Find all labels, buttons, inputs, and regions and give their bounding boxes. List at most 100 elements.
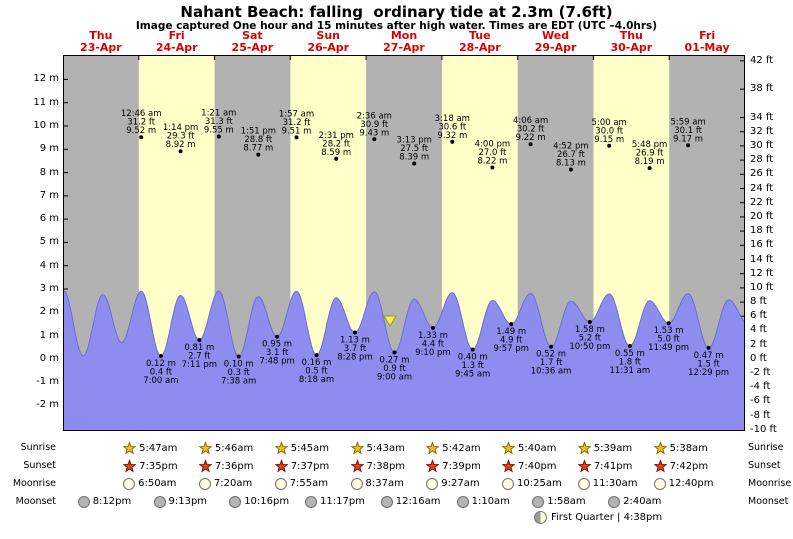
sunset-label-left: Sunset — [23, 460, 56, 471]
y-axis-label-right: 0 ft — [750, 352, 767, 364]
high-tide-annotation: 2:31 pm 28.2 ft 8.59 m — [318, 131, 353, 158]
moonrise-entry: 11:30am — [577, 477, 638, 490]
y-axis-label-right: -6 ft — [750, 395, 771, 407]
day-header: Fri 01-May — [684, 29, 730, 54]
sunrise-time: 5:46am — [214, 442, 254, 454]
sunset-entry: 7:37pm — [274, 459, 329, 473]
low-tide-dot — [158, 354, 163, 358]
high-tide-dot — [450, 139, 455, 144]
sunrise-label-right: Sunrise — [748, 442, 784, 453]
y-axis-label-left: -1 m — [36, 376, 59, 388]
sunrise-star-icon — [123, 441, 137, 455]
sunrise-time: 5:42am — [442, 442, 481, 454]
moonset-time: 9:13pm — [168, 496, 208, 507]
low-tide-annotation: 1.33 m 4.4 ft 9:10 pm — [415, 331, 450, 358]
low-tide-annotation: 1.58 m 5.2 ft 10:50 pm — [569, 325, 610, 352]
chart-border — [63, 55, 745, 431]
y-axis-label-left: 8 m — [39, 166, 59, 178]
moonset-time: 10:16pm — [244, 496, 290, 507]
moonrise-icon — [198, 477, 211, 490]
low-tide-annotation: 0.52 m 1.7 ft 10:36 am — [531, 350, 572, 377]
y-axis-label-left: 5 m — [39, 236, 59, 248]
moonset-time: 1:10am — [471, 496, 510, 507]
moonset-time: 11:17pm — [320, 496, 365, 507]
day-header: Wed 29-Apr — [534, 29, 577, 54]
high-tide-annotation: 3:13 pm 27.5 ft 8.39 m — [396, 136, 431, 163]
sunrise-time: 5:47am — [139, 442, 178, 454]
y-axis-label-right: 24 ft — [750, 182, 774, 194]
sunrise-time: 5:45am — [290, 442, 330, 454]
sunrise-entry: 5:40am — [502, 441, 556, 455]
sunrise-star-icon — [426, 441, 440, 455]
day-header: Thu 23-Apr — [80, 29, 122, 54]
moonrise-label-right: Moonrise — [748, 478, 792, 489]
y-axis-label-left: 10 m — [33, 120, 59, 131]
y-axis-label-right: 12 ft — [750, 267, 774, 279]
low-tide-annotation: 0.40 m 1.3 ft 9:45 am — [455, 353, 490, 380]
moonrise-time: 7:55am — [289, 478, 329, 489]
moonset-entry: 2:40am — [608, 495, 661, 508]
moonrise-time: 9:27am — [441, 478, 480, 489]
low-tide-dot — [549, 344, 554, 349]
low-tide-annotation: 0.55 m 1.8 ft 11:31 am — [609, 349, 650, 376]
y-axis-label-left: 3 m — [39, 283, 59, 294]
low-tide-dot — [666, 321, 671, 326]
low-tide-dot — [706, 345, 711, 350]
low-tide-dot — [509, 322, 514, 327]
y-axis-label-right: -4 ft — [750, 381, 771, 393]
high-tide-dot — [412, 161, 417, 166]
moonset-time: 12:16am — [395, 496, 441, 507]
moonset-label-left: Moonset — [15, 496, 56, 507]
y-axis-label-right: 42 ft — [750, 54, 774, 66]
sunrise-star-icon — [502, 441, 515, 455]
sunset-entry: 7:38pm — [350, 459, 406, 473]
y-axis-label-right: -8 ft — [750, 409, 771, 421]
moonset-entry: 1:10am — [456, 495, 510, 508]
moonset-icon — [153, 495, 166, 508]
moonrise-entry: 12:40pm — [653, 477, 714, 490]
y-axis-label-right: -2 ft — [750, 367, 771, 378]
sunrise-entry: 5:39am — [577, 441, 632, 455]
sunrise-label-left: Sunrise — [20, 442, 56, 453]
y-axis-label-right: 4 ft — [750, 324, 767, 336]
moonrise-time: 11:30am — [592, 478, 638, 489]
sunset-entry: 7:40pm — [502, 459, 557, 473]
moon-phase: First Quarter | 4:38pm — [534, 511, 662, 524]
first-quarter-moon-icon — [534, 511, 547, 524]
sunrise-entry: 5:47am — [123, 441, 177, 455]
moonset-time: 8:12pm — [92, 496, 132, 507]
sunset-entry: 7:41pm — [577, 459, 632, 473]
high-tide-annotation: 1:57 am 31.2 ft 9.51 m — [279, 109, 314, 136]
moonset-entry: 10:16pm — [229, 495, 289, 508]
day-header: Fri 24-Apr — [155, 29, 198, 54]
moonrise-icon — [123, 477, 136, 490]
y-axis-label-left: 6 m — [39, 213, 59, 225]
sunrise-time: 5:43am — [366, 442, 405, 454]
y-axis-label-right: 2 ft — [750, 338, 767, 350]
low-tide-dot — [236, 354, 241, 359]
sunset-time: 7:36pm — [214, 460, 254, 472]
sunset-star-icon — [426, 459, 440, 473]
moonset-entry: 1:58am — [532, 495, 586, 508]
low-tide-dot — [275, 334, 280, 339]
sunset-time: 7:42pm — [669, 460, 709, 472]
sunset-star-icon — [198, 459, 212, 473]
moonrise-entry: 7:55am — [274, 477, 329, 490]
moonset-time: 1:58am — [547, 496, 586, 507]
y-axis-label-right: -10 ft — [750, 423, 777, 435]
moonrise-entry: 8:37am — [350, 477, 404, 490]
high-tide-annotation: 1:51 pm 28.8 ft 8.77 m — [241, 127, 276, 154]
low-tide-annotation: 1.13 m 3.7 ft 8:28 pm — [337, 336, 372, 363]
moonrise-time: 6:50am — [138, 478, 177, 489]
sunset-entry: 7:35pm — [123, 459, 178, 473]
moonset-icon — [456, 495, 469, 508]
moonrise-icon — [653, 477, 666, 490]
sunrise-star-icon — [274, 441, 288, 455]
sunrise-entry: 5:45am — [274, 441, 330, 455]
sunset-star-icon — [274, 459, 288, 473]
sunset-star-icon — [350, 459, 364, 473]
high-tide-dot — [294, 135, 299, 140]
sunset-time: 7:38pm — [366, 460, 406, 472]
moonrise-icon — [502, 477, 514, 490]
sunset-star-icon — [653, 459, 667, 473]
